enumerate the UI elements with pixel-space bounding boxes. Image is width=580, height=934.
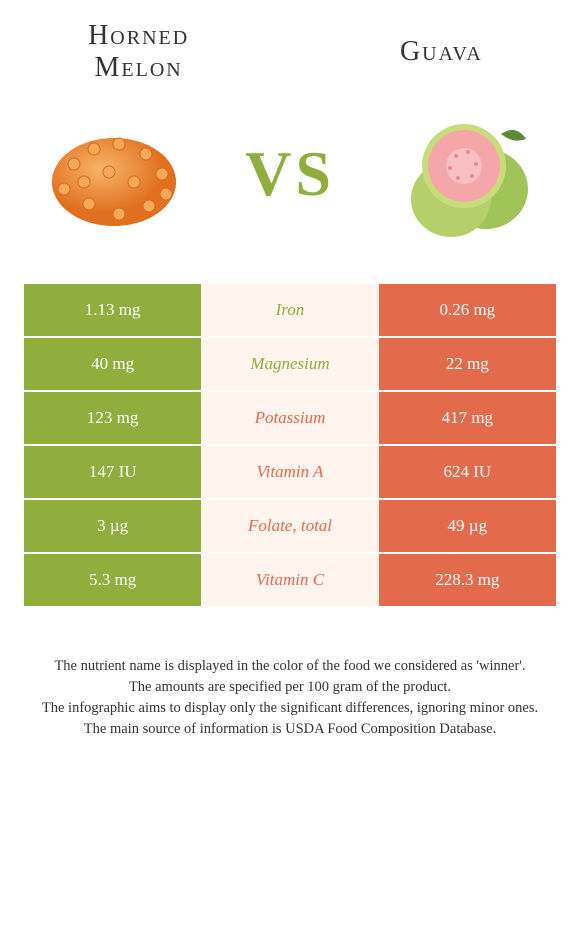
- nutrient-label: Potassium: [201, 392, 378, 446]
- footer-line: The amounts are specified per 100 gram o…: [28, 677, 552, 698]
- vs-label: VS: [245, 137, 335, 211]
- nutrient-table: 1.13 mgIron0.26 mg40 mgMagnesium22 mg123…: [24, 284, 556, 608]
- right-value: 22 mg: [379, 338, 556, 392]
- table-row: 1.13 mgIron0.26 mg: [24, 284, 556, 338]
- table-row: 40 mgMagnesium22 mg: [24, 338, 556, 392]
- left-value: 147 IU: [24, 446, 201, 500]
- nutrient-label: Iron: [201, 284, 378, 338]
- nutrient-label: Folate, total: [201, 500, 378, 554]
- footer-line: The nutrient name is displayed in the co…: [28, 656, 552, 677]
- nutrient-label: Vitamin C: [201, 554, 378, 608]
- footer-line: The infographic aims to display only the…: [28, 698, 552, 719]
- left-value: 1.13 mg: [24, 284, 201, 338]
- footer-line: The main source of information is USDA F…: [28, 719, 552, 740]
- left-fruit-image: [34, 94, 194, 254]
- right-value: 49 µg: [379, 500, 556, 554]
- left-value: 40 mg: [24, 338, 201, 392]
- table-row: 147 IUVitamin A624 IU: [24, 446, 556, 500]
- right-value: 417 mg: [379, 392, 556, 446]
- right-fruit-image: [386, 94, 546, 254]
- nutrient-label: Vitamin A: [201, 446, 378, 500]
- nutrient-label: Magnesium: [201, 338, 378, 392]
- table-row: 123 mgPotassium417 mg: [24, 392, 556, 446]
- right-fruit-title: Guava: [347, 36, 536, 68]
- right-value: 228.3 mg: [379, 554, 556, 608]
- left-value: 5.3 mg: [24, 554, 201, 608]
- right-value: 624 IU: [379, 446, 556, 500]
- header-titles: Horned Melon Guava: [24, 20, 556, 84]
- table-row: 3 µgFolate, total49 µg: [24, 500, 556, 554]
- table-row: 5.3 mgVitamin C228.3 mg: [24, 554, 556, 608]
- footer-notes: The nutrient name is displayed in the co…: [24, 656, 556, 740]
- right-value: 0.26 mg: [379, 284, 556, 338]
- left-fruit-title: Horned Melon: [44, 20, 233, 84]
- left-value: 123 mg: [24, 392, 201, 446]
- images-row: VS: [24, 94, 556, 254]
- left-value: 3 µg: [24, 500, 201, 554]
